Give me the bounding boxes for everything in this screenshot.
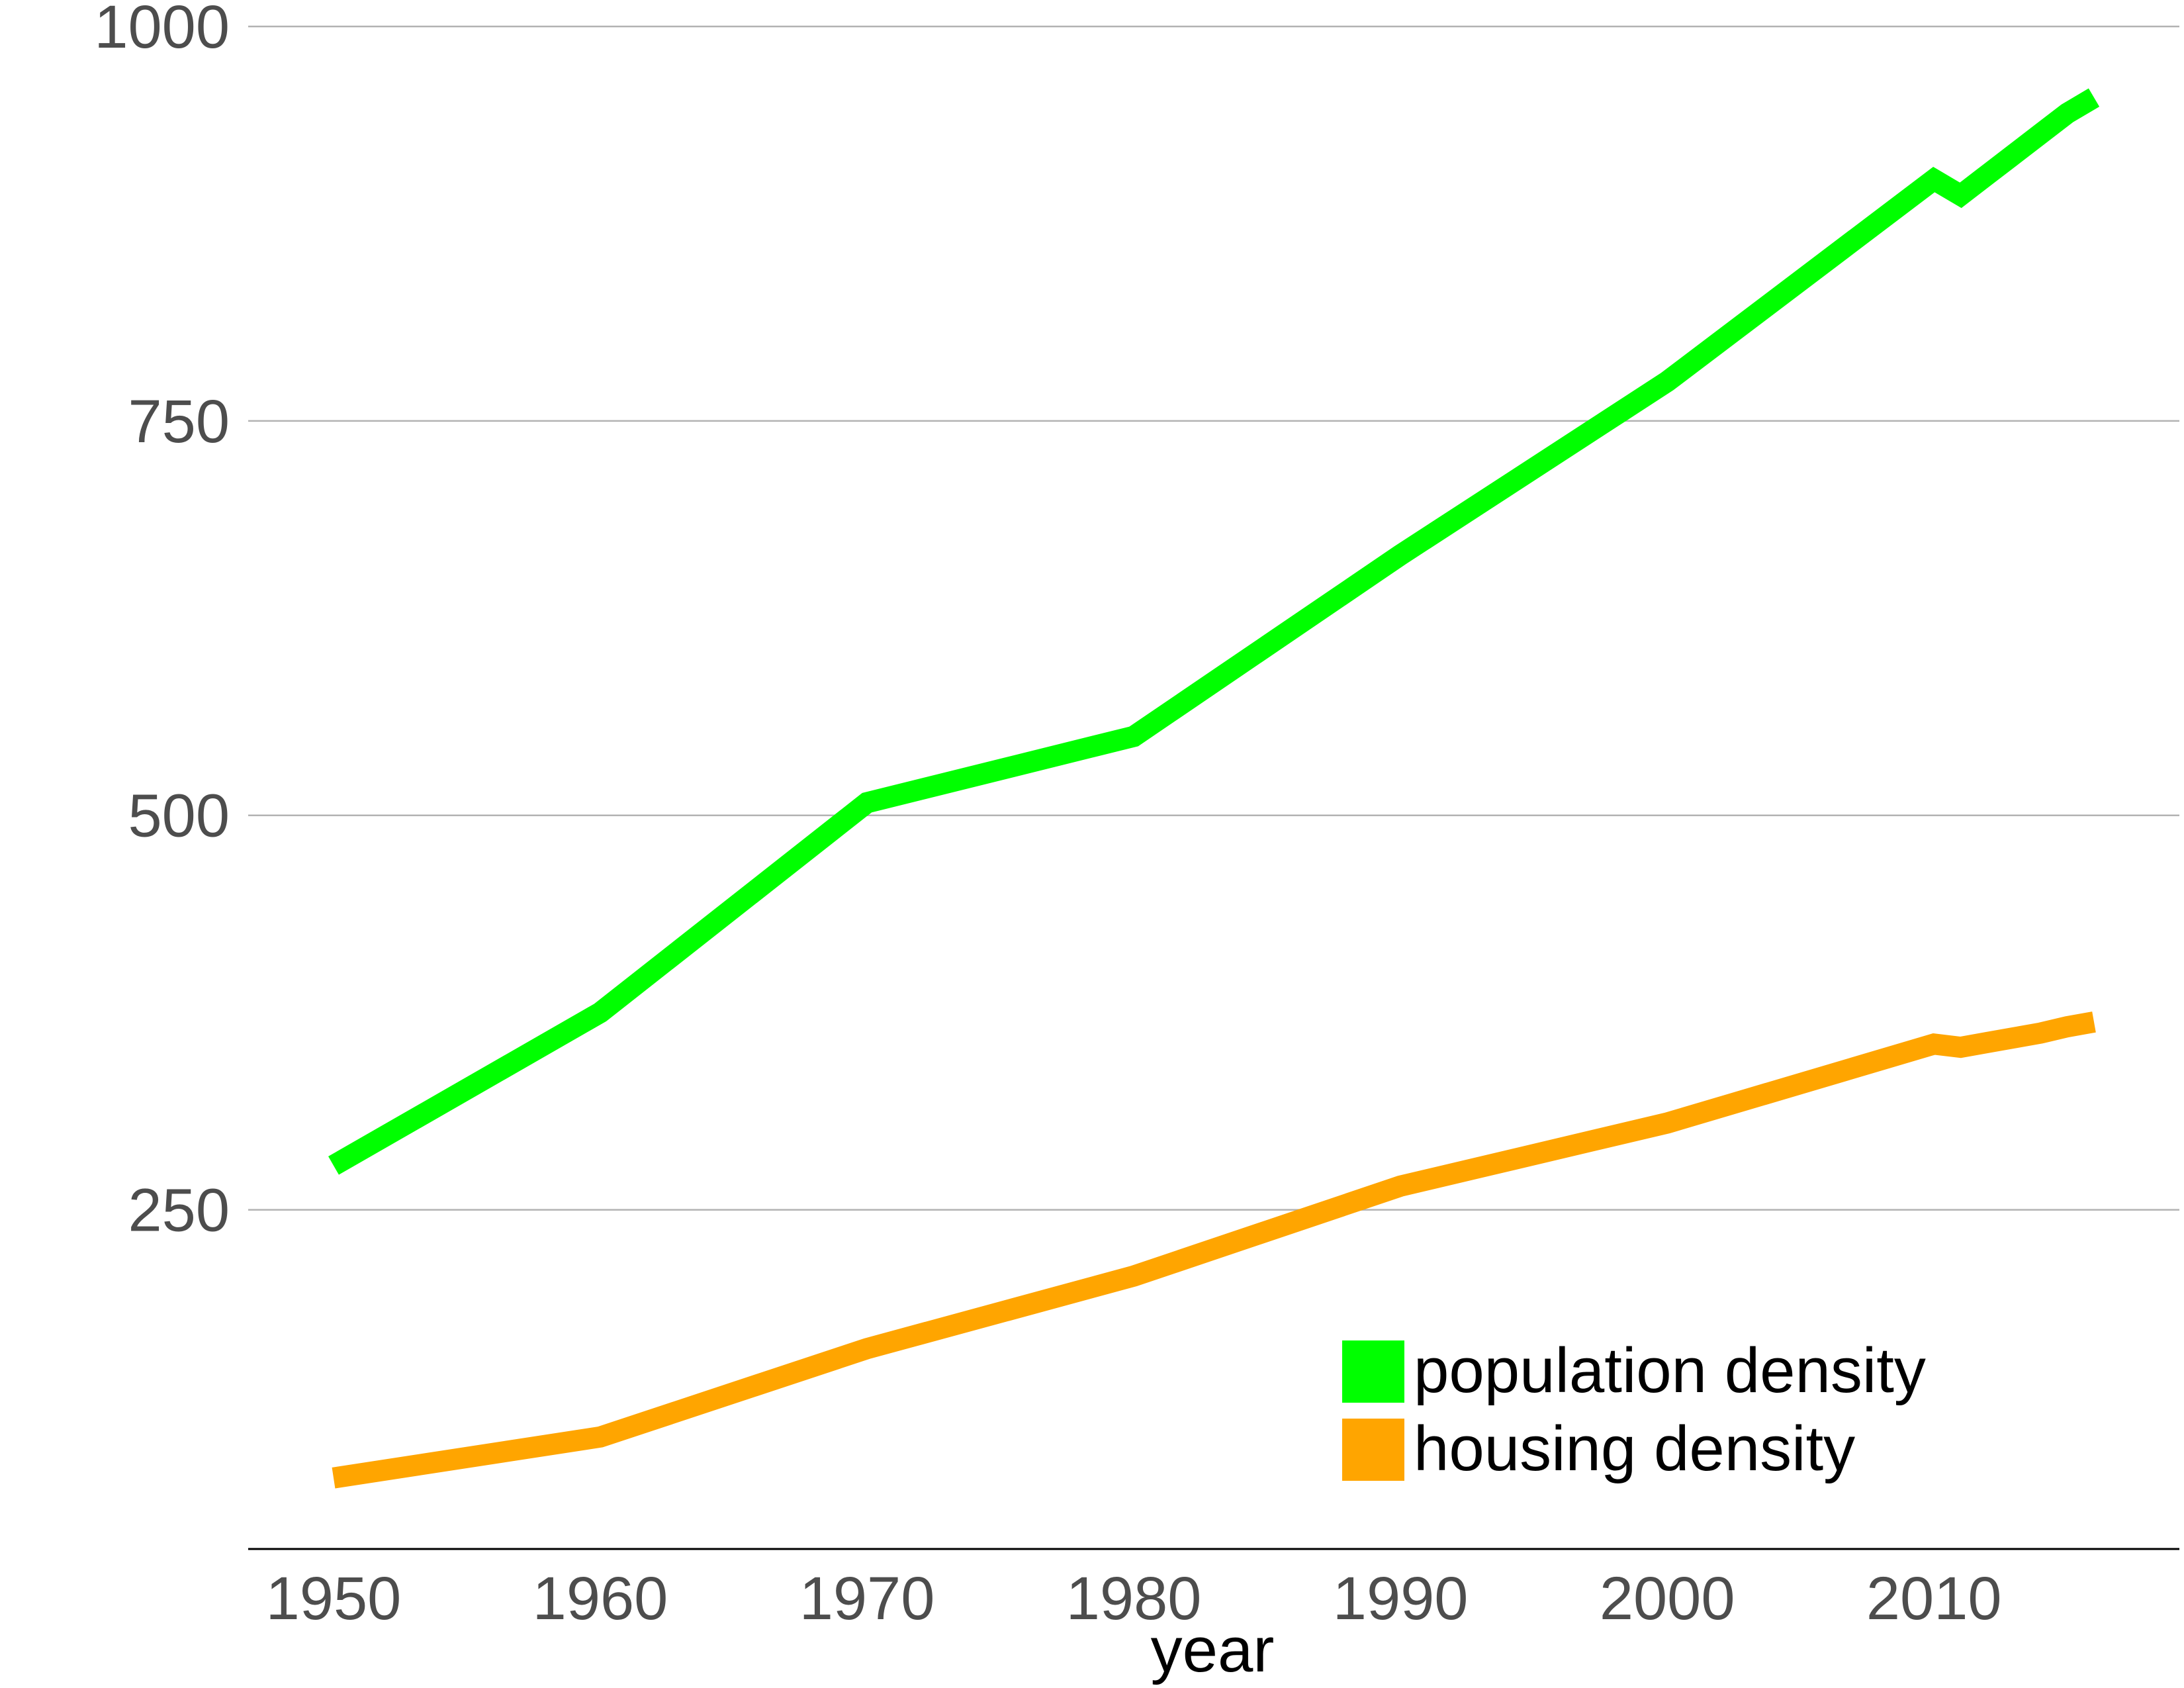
legend-label: population density <box>1414 1335 1926 1406</box>
legend-label: housing density <box>1414 1413 1855 1484</box>
x-tick-label: 2000 <box>1600 1565 1735 1632</box>
x-tick-label: 1980 <box>1066 1565 1202 1632</box>
x-tick-label: 1990 <box>1333 1565 1469 1632</box>
x-tick-label: 1950 <box>266 1565 402 1632</box>
series-line <box>332 1011 2096 1489</box>
y-tick-label: 750 <box>128 388 230 455</box>
series-lines <box>328 88 2100 1489</box>
y-tick-label: 1000 <box>94 0 230 61</box>
legend-swatch <box>1342 1340 1404 1403</box>
series-line <box>328 88 2100 1175</box>
y-tick-label: 250 <box>128 1177 230 1244</box>
y-tick-label: 500 <box>128 782 230 850</box>
legend-swatch <box>1342 1419 1404 1481</box>
tick-labels: 250 500 750 1000 1950 1960 1970 1980 1990 2000 201… <box>94 0 2001 1632</box>
x-tick-label: 1960 <box>533 1565 668 1632</box>
x-tick-label: 1970 <box>799 1565 935 1632</box>
gridlines <box>248 25 2179 1211</box>
x-axis-title: year <box>1151 1615 1275 1685</box>
x-tick-label: 2010 <box>1866 1565 2002 1632</box>
